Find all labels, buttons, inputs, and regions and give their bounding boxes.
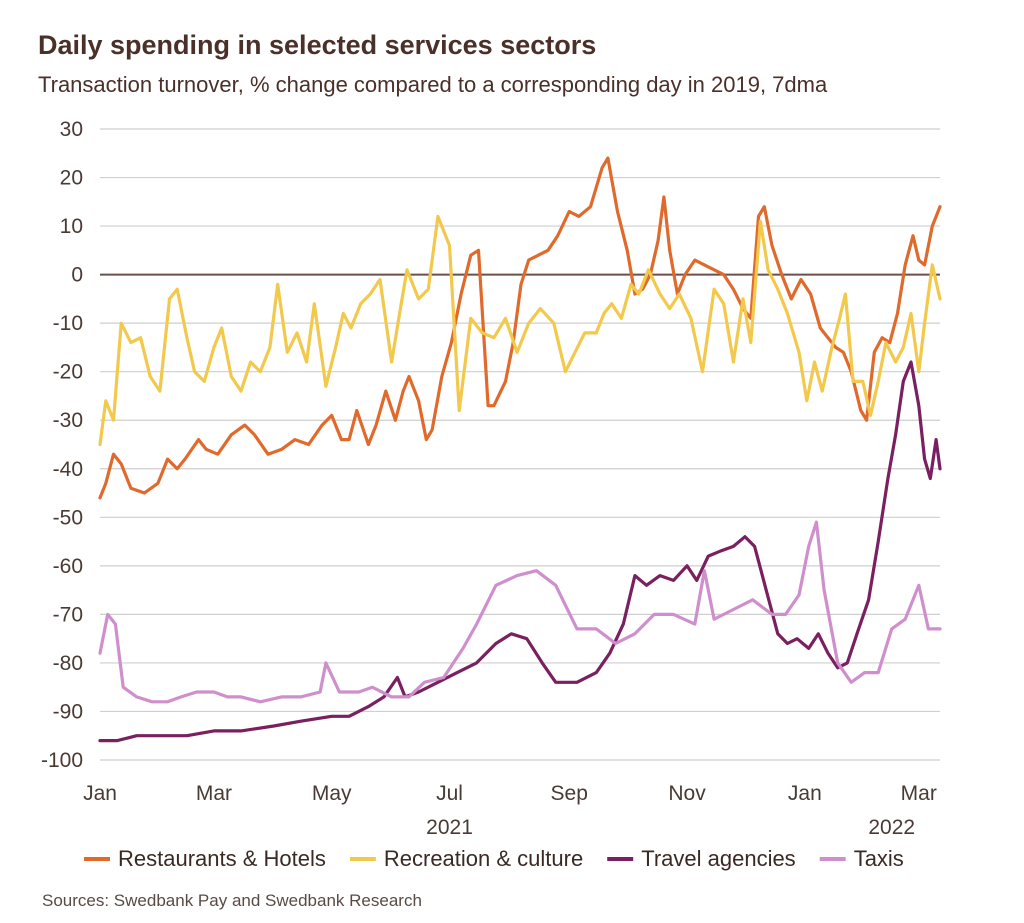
y-tick-label: -10 [53,312,83,335]
y-tick-label: 0 [71,264,83,287]
y-tick-label: -80 [53,652,83,675]
grid-lines [100,128,940,761]
legend-label: Restaurants & Hotels [118,846,326,871]
x-tick-label: May [312,782,352,805]
y-tick-label: -90 [53,700,83,723]
legend: Restaurants & Hotels Recreation & culture… [84,846,904,871]
y-tick-label: 20 [60,167,83,190]
chart-title: Daily spending in selected services sect… [38,30,597,60]
x-tick-label: Mar [196,782,232,805]
y-tick-label: -60 [53,555,83,578]
series-line-travel-agencies [98,360,942,743]
series-lines [98,156,942,743]
year-label: 2021 [426,816,473,839]
x-axis-ticks: Jan Mar May Jul Sep Nov Jan Mar 2021 2022 [83,782,937,839]
series-line-restaurants-hotels [98,156,942,500]
source-note: Sources: Swedbank Pay and Swedbank Resea… [42,891,422,910]
x-tick-label: Mar [901,782,937,805]
y-axis-ticks: 30 20 10 0 -10 -20 -30 -40 -50 -60 -70 -80 -90 -100 [41,118,83,772]
legend-label: Taxis [854,846,904,871]
y-tick-label: -100 [41,749,83,772]
y-tick-label: -20 [53,361,83,384]
legend-label: Travel agencies [641,846,795,871]
chart-subtitle: Transaction turnover, % change compared … [38,72,828,97]
year-label: 2022 [868,816,915,839]
y-tick-label: -40 [53,458,83,481]
x-tick-label: Nov [668,782,706,805]
x-tick-label: Sep [551,782,588,805]
series-line-taxis [98,520,942,704]
x-tick-label: Jan [788,782,822,805]
y-tick-label: -70 [53,603,83,626]
x-tick-label: Jan [83,782,117,805]
y-tick-label: -50 [53,506,83,529]
y-tick-label: 10 [60,215,83,238]
y-tick-label: 30 [60,118,83,141]
y-tick-label: -30 [53,409,83,432]
x-tick-label: Jul [436,782,463,805]
series-line-recreation-culture [98,214,942,447]
legend-label: Recreation & culture [384,846,583,871]
